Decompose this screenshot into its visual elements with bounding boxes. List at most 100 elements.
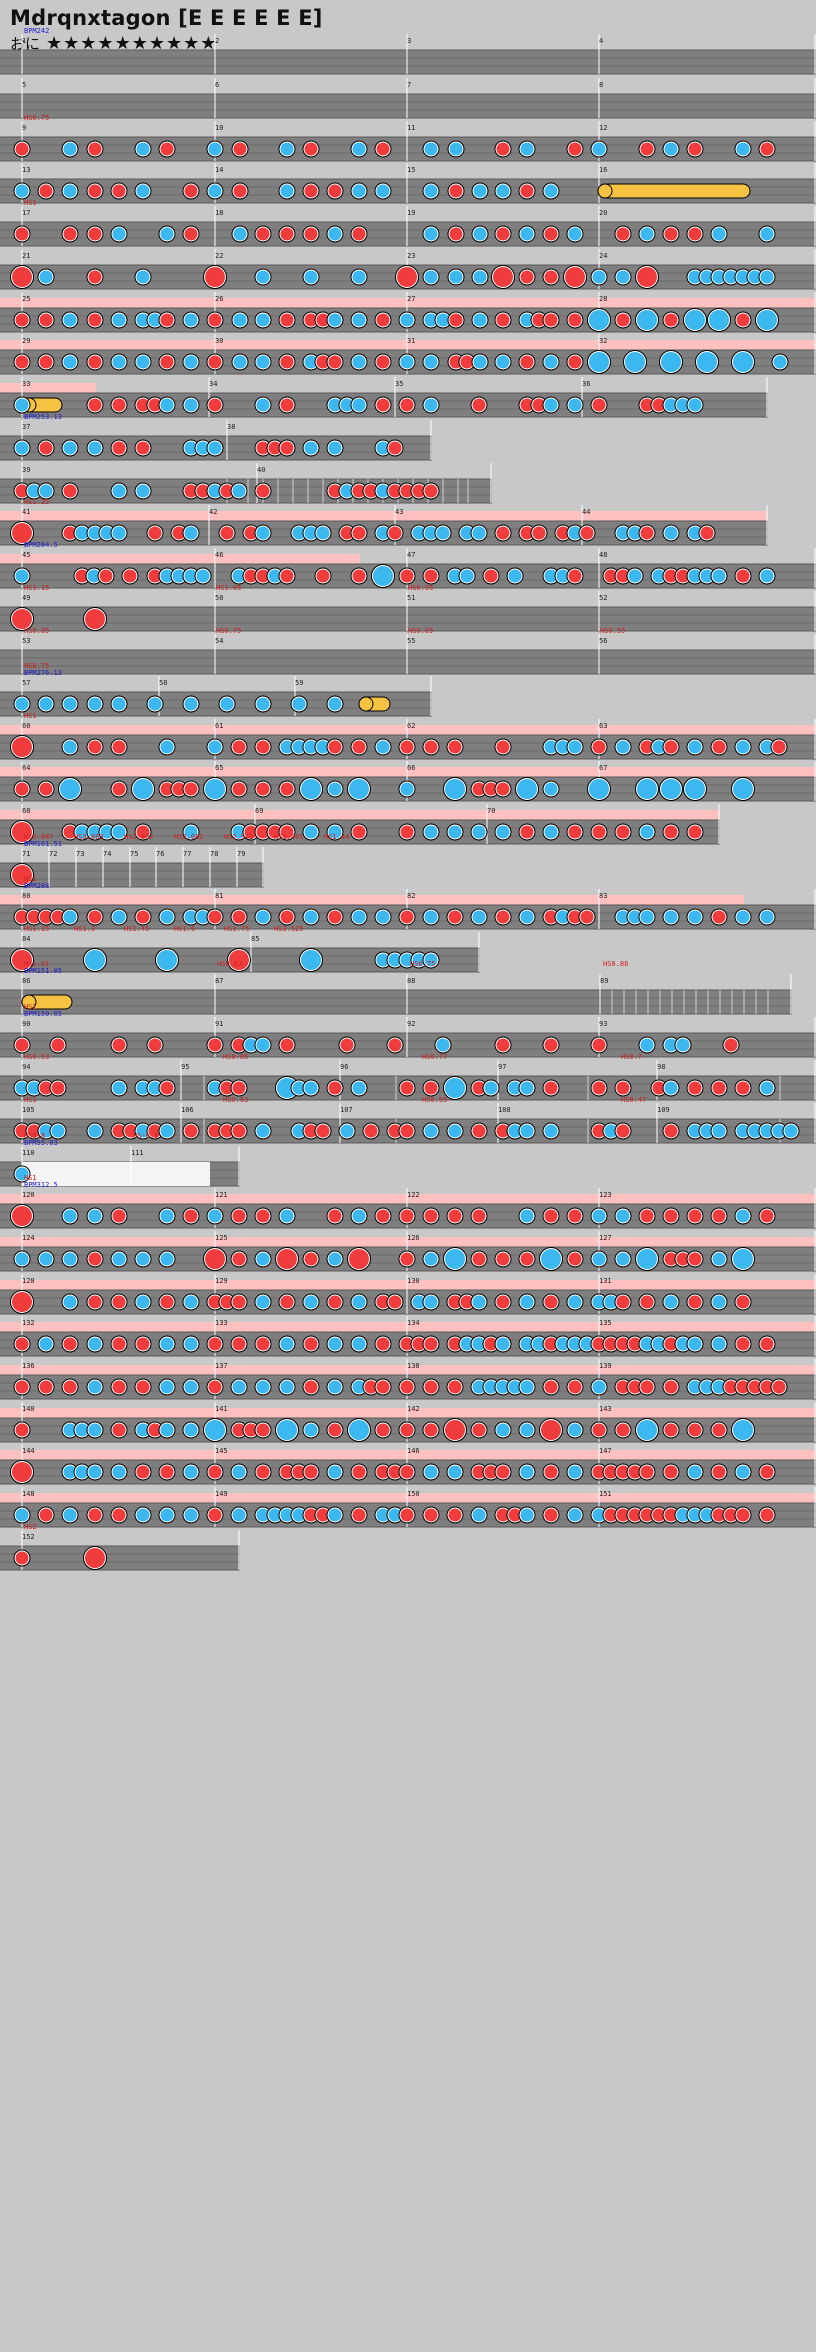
don-note <box>244 825 258 839</box>
don-note <box>520 526 534 540</box>
ka-note <box>136 1124 150 1138</box>
measure-number: 146 <box>407 1447 420 1455</box>
ka-note <box>652 1337 666 1351</box>
gogo-band <box>0 340 816 350</box>
ka-note <box>448 1124 462 1138</box>
ka-note <box>39 1337 53 1351</box>
don-note <box>208 1337 222 1351</box>
don-note <box>580 910 594 924</box>
don-note <box>412 484 426 498</box>
don-note <box>160 1295 174 1309</box>
don-note <box>112 1423 126 1437</box>
don-note <box>376 1209 390 1223</box>
big-don-note <box>277 1249 297 1269</box>
hs-label: HS1 <box>24 1096 37 1104</box>
don-note <box>664 1337 678 1351</box>
don-note <box>640 740 654 754</box>
don-note <box>400 569 414 583</box>
hs-label: HS0.65 <box>408 627 433 635</box>
don-note <box>88 1295 102 1309</box>
don-note <box>280 355 294 369</box>
don-note <box>280 398 294 412</box>
ka-note <box>760 227 774 241</box>
don-note <box>220 1081 234 1095</box>
don-note <box>400 1380 414 1394</box>
ka-note <box>376 953 390 967</box>
measure-number: 143 <box>599 1405 612 1413</box>
ka-note <box>412 1295 426 1309</box>
measure-number: 120 <box>22 1191 35 1199</box>
measure-number: 24 <box>599 252 607 260</box>
measure-number: 123 <box>599 1191 612 1199</box>
don-note <box>664 1124 678 1138</box>
measure-number: 12 <box>599 124 607 132</box>
don-note <box>88 313 102 327</box>
ka-note <box>520 1508 534 1522</box>
hs-label: HS1.6 <box>174 925 195 933</box>
ka-note <box>304 1081 318 1095</box>
ka-note <box>352 313 366 327</box>
ka-note <box>328 697 342 711</box>
don-note <box>208 398 222 412</box>
don-note <box>304 1380 318 1394</box>
ka-note <box>568 1337 582 1351</box>
ka-note <box>232 484 246 498</box>
ka-note <box>196 569 210 583</box>
measure-number: 30 <box>215 337 223 345</box>
ka-note <box>520 1423 534 1437</box>
big-don-note <box>12 737 32 757</box>
drumroll-head <box>358 696 374 712</box>
ka-note <box>136 355 150 369</box>
measure-number: 141 <box>215 1405 228 1413</box>
don-note <box>112 1380 126 1394</box>
ka-note <box>304 526 318 540</box>
ka-note <box>628 526 642 540</box>
measure-number: 45 <box>22 551 30 559</box>
don-note <box>184 184 198 198</box>
don-note <box>424 484 438 498</box>
ka-note <box>304 740 318 754</box>
ka-note <box>292 697 306 711</box>
measure-number: 41 <box>22 508 30 516</box>
ka-note <box>196 441 210 455</box>
ka-note <box>112 1465 126 1479</box>
don-note <box>628 1465 642 1479</box>
big-ka-note <box>661 779 681 799</box>
don-note <box>184 782 198 796</box>
ka-note <box>136 484 150 498</box>
big-ka-note <box>733 1420 753 1440</box>
hs-label: HS1.01 <box>24 960 49 968</box>
don-note <box>496 740 510 754</box>
don-note <box>15 227 29 241</box>
hs-label: HS1 <box>24 1003 37 1011</box>
don-note <box>592 398 606 412</box>
big-ka-note <box>445 779 465 799</box>
measure-number: 84 <box>22 935 30 943</box>
don-note <box>400 1423 414 1437</box>
don-note <box>208 1295 222 1309</box>
don-note <box>532 398 546 412</box>
measure-number: 147 <box>599 1447 612 1455</box>
big-don-note <box>85 609 105 629</box>
measure-number: 40 <box>257 466 265 474</box>
don-note <box>544 227 558 241</box>
measure-number: 38 <box>227 423 235 431</box>
don-note <box>244 1423 258 1437</box>
don-note <box>400 910 414 924</box>
measure-number: 28 <box>599 295 607 303</box>
ka-note <box>712 1337 726 1351</box>
ka-note <box>376 441 390 455</box>
ka-note <box>568 1295 582 1309</box>
ka-note <box>27 484 41 498</box>
hs-label: HS0.53 <box>24 1053 49 1061</box>
ka-note <box>688 569 702 583</box>
hs-label: HS0.63 <box>223 1096 248 1104</box>
ka-note <box>424 313 438 327</box>
don-note <box>520 825 534 839</box>
ka-note <box>63 313 77 327</box>
ka-note <box>508 569 522 583</box>
don-note <box>544 1038 558 1052</box>
don-note <box>544 270 558 284</box>
measure-number: 77 <box>183 850 191 858</box>
gogo-band <box>0 1280 816 1290</box>
